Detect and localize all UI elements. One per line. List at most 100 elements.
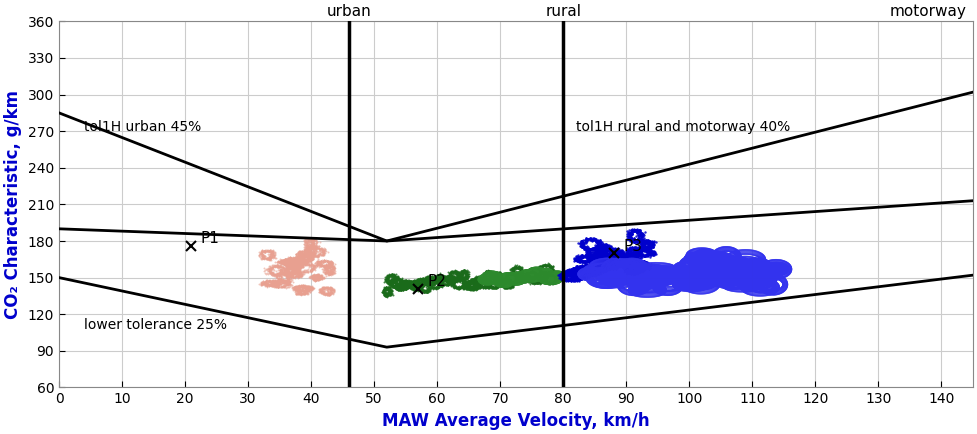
Point — [631, 250, 647, 257]
Point — [633, 268, 649, 275]
Point — [466, 279, 482, 286]
Point — [502, 278, 518, 285]
Point — [607, 260, 622, 267]
Point — [598, 251, 614, 258]
Point — [482, 283, 497, 289]
Point — [397, 284, 412, 291]
Point — [716, 272, 732, 279]
Point — [614, 257, 629, 264]
Point — [279, 268, 295, 275]
Point — [682, 284, 698, 291]
Point — [534, 278, 550, 285]
Point — [507, 276, 523, 283]
Point — [546, 278, 562, 285]
Point — [397, 278, 412, 285]
Point — [653, 279, 668, 286]
Point — [269, 263, 284, 270]
Point — [406, 282, 422, 289]
Point — [599, 247, 615, 253]
Point — [688, 276, 703, 283]
Point — [708, 278, 724, 285]
Point — [442, 273, 457, 279]
Point — [410, 283, 426, 290]
Point — [591, 239, 607, 246]
Point — [710, 256, 726, 263]
Point — [720, 257, 736, 264]
Point — [536, 268, 552, 275]
Point — [644, 238, 659, 245]
Point — [528, 270, 543, 277]
Point — [295, 290, 311, 297]
Point — [385, 271, 401, 278]
Point — [283, 270, 299, 276]
Point — [483, 270, 498, 276]
Point — [717, 280, 733, 287]
Point — [603, 264, 618, 271]
Point — [647, 283, 662, 289]
Point — [642, 253, 658, 260]
Point — [672, 270, 688, 276]
Point — [292, 256, 308, 263]
Point — [721, 262, 737, 269]
Point — [392, 279, 407, 286]
Point — [716, 268, 732, 275]
Point — [606, 261, 621, 268]
Point — [627, 290, 643, 297]
Point — [378, 285, 394, 292]
Point — [400, 283, 415, 289]
Point — [520, 275, 535, 282]
Point — [753, 270, 769, 276]
Point — [632, 273, 648, 280]
Point — [595, 259, 611, 266]
Point — [660, 279, 676, 286]
Point — [323, 260, 339, 266]
Point — [709, 273, 725, 279]
Point — [536, 276, 552, 283]
Point — [777, 279, 792, 286]
Point — [689, 268, 704, 275]
Point — [611, 270, 626, 277]
Point — [749, 274, 765, 281]
Point — [746, 271, 762, 278]
Point — [402, 277, 417, 284]
Point — [558, 269, 573, 276]
Point — [312, 251, 327, 258]
Point — [658, 269, 673, 276]
Point — [732, 263, 747, 270]
Point — [262, 251, 277, 258]
Point — [636, 238, 652, 245]
Point — [697, 252, 712, 259]
Point — [430, 273, 446, 279]
Point — [531, 273, 547, 280]
Point — [480, 270, 495, 277]
Point — [647, 277, 662, 284]
Point — [695, 259, 710, 266]
Point — [677, 260, 693, 267]
Point — [641, 247, 657, 254]
Point — [658, 273, 673, 280]
Point — [288, 287, 304, 294]
Point — [712, 258, 728, 265]
Point — [562, 267, 577, 274]
Point — [630, 280, 646, 287]
Point — [714, 264, 730, 271]
Point — [600, 256, 616, 263]
Point — [653, 275, 668, 282]
Point — [749, 262, 765, 269]
Point — [717, 283, 733, 289]
Point — [318, 265, 333, 272]
Point — [744, 266, 760, 273]
Point — [690, 278, 705, 285]
Point — [607, 259, 622, 266]
Point — [615, 260, 630, 266]
Point — [614, 271, 629, 278]
Point — [492, 282, 508, 289]
Point — [534, 278, 550, 285]
Point — [756, 269, 772, 276]
Point — [622, 268, 638, 275]
Point — [305, 238, 320, 245]
Point — [644, 283, 659, 289]
Point — [616, 274, 632, 281]
Point — [612, 267, 627, 274]
Point — [709, 269, 725, 276]
